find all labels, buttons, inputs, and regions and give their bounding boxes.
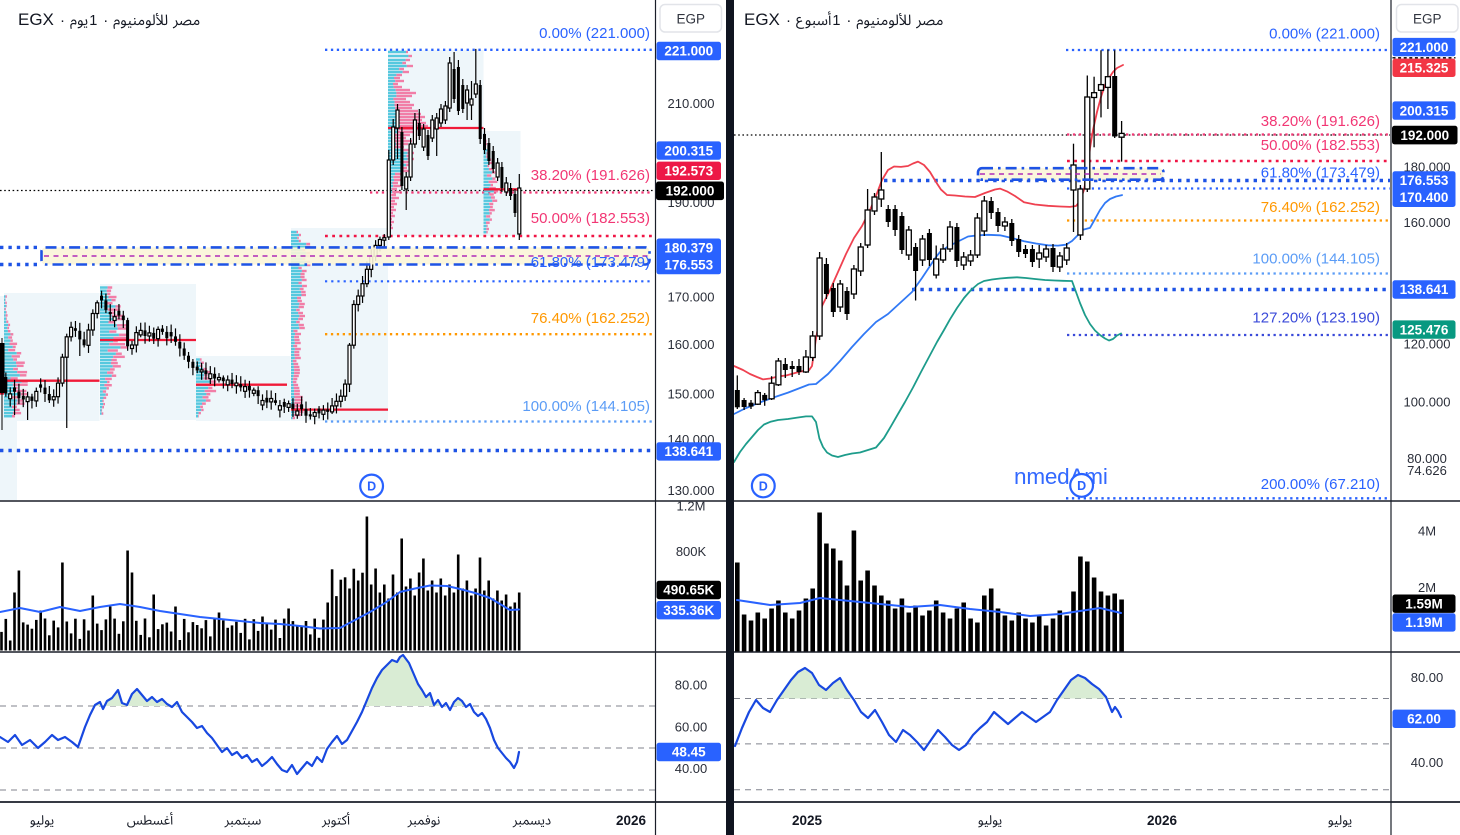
svg-text:2025: 2025	[792, 813, 823, 828]
svg-text:200.315: 200.315	[1400, 103, 1449, 118]
svg-text:215.325: 215.325	[1400, 61, 1449, 76]
svg-text:EGX: EGX	[744, 10, 780, 29]
svg-text:100.000: 100.000	[1404, 395, 1451, 410]
svg-text:210.000: 210.000	[668, 96, 715, 111]
svg-text:130.000: 130.000	[668, 483, 715, 498]
svg-text:4M: 4M	[1418, 524, 1436, 539]
svg-text:D: D	[1077, 479, 1086, 493]
svg-text:50.00% (182.553): 50.00% (182.553)	[531, 210, 650, 227]
svg-text:80.000: 80.000	[1407, 451, 1447, 466]
svg-text:1: 1	[832, 13, 840, 29]
svg-text:48.45: 48.45	[672, 745, 706, 760]
svg-text:EGP: EGP	[1413, 12, 1442, 27]
svg-text:176.553: 176.553	[664, 257, 713, 272]
svg-text:160.000: 160.000	[668, 337, 715, 352]
svg-text:138.641: 138.641	[1400, 282, 1449, 297]
svg-text:221.000: 221.000	[1400, 40, 1449, 55]
svg-text:76.40% (162.252): 76.40% (162.252)	[1261, 199, 1380, 216]
svg-text:176.553: 176.553	[1400, 173, 1449, 188]
svg-text:1.19M: 1.19M	[1405, 615, 1443, 630]
svg-text:76.40% (162.252): 76.40% (162.252)	[531, 310, 650, 327]
svg-text:180.379: 180.379	[664, 240, 713, 255]
svg-text:2M: 2M	[1418, 580, 1436, 595]
svg-text:60.00: 60.00	[675, 720, 708, 735]
svg-text:221.000: 221.000	[664, 44, 713, 59]
svg-text:2026: 2026	[1147, 813, 1178, 828]
svg-text:180.000: 180.000	[1404, 159, 1451, 174]
svg-text:61.80% (173.479): 61.80% (173.479)	[1261, 165, 1380, 182]
svg-text:125.476: 125.476	[1400, 322, 1449, 337]
svg-text:·: ·	[60, 12, 65, 29]
svg-text:·: ·	[846, 12, 851, 29]
svg-text:138.641: 138.641	[664, 444, 713, 459]
svg-text:62.00: 62.00	[1407, 712, 1441, 727]
svg-text:200.315: 200.315	[664, 143, 713, 158]
svg-text:80.00: 80.00	[1411, 670, 1444, 685]
svg-text:335.36K: 335.36K	[663, 603, 714, 618]
svg-text:D: D	[367, 480, 376, 494]
svg-text:150.000: 150.000	[668, 386, 715, 401]
svg-text:100.00% (144.105): 100.00% (144.105)	[1252, 251, 1380, 268]
svg-text:D: D	[759, 479, 768, 493]
svg-text:·: ·	[103, 12, 108, 29]
svg-text:1: 1	[89, 13, 97, 29]
svg-text:1.2M: 1.2M	[677, 499, 706, 514]
svg-text:127.20% (123.190): 127.20% (123.190)	[1252, 310, 1380, 327]
svg-text:38.20% (191.626): 38.20% (191.626)	[1261, 113, 1380, 130]
svg-text:1.59M: 1.59M	[1405, 596, 1443, 611]
svg-text:170.000: 170.000	[668, 290, 715, 305]
svg-text:80.00: 80.00	[675, 678, 708, 693]
svg-text:61.80% (173.479): 61.80% (173.479)	[531, 254, 650, 271]
svg-text:200.00% (67.210): 200.00% (67.210)	[1261, 476, 1380, 493]
svg-text:40.00: 40.00	[1411, 755, 1444, 770]
svg-text:170.400: 170.400	[1400, 190, 1449, 205]
svg-text:100.00% (144.105): 100.00% (144.105)	[522, 398, 650, 415]
svg-text:50.00% (182.553): 50.00% (182.553)	[1261, 137, 1380, 154]
svg-text:160.000: 160.000	[1404, 215, 1451, 230]
svg-text:120.000: 120.000	[1404, 336, 1451, 351]
svg-text:192.000: 192.000	[666, 184, 715, 199]
svg-text:74.626: 74.626	[1407, 463, 1447, 478]
svg-text:0.00% (221.000): 0.00% (221.000)	[1269, 26, 1380, 43]
svg-text:192.573: 192.573	[664, 164, 713, 179]
svg-text:40.00: 40.00	[675, 761, 708, 776]
svg-text:192.000: 192.000	[1400, 128, 1449, 143]
svg-text:·: ·	[786, 12, 791, 29]
svg-text:EGP: EGP	[676, 12, 705, 27]
svg-text:2026: 2026	[616, 813, 647, 828]
svg-text:38.20% (191.626): 38.20% (191.626)	[531, 167, 650, 184]
svg-text:800K: 800K	[676, 544, 707, 559]
svg-text:EGX: EGX	[18, 10, 54, 29]
svg-text:490.65K: 490.65K	[663, 583, 714, 598]
svg-text:0.00% (221.000): 0.00% (221.000)	[539, 25, 650, 42]
